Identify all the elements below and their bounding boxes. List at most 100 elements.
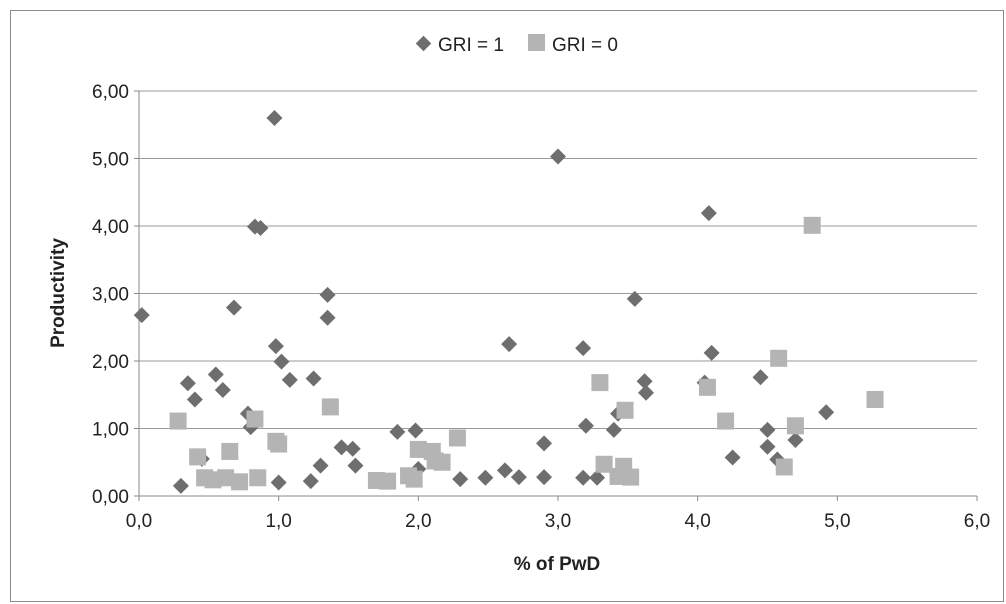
data-point-gri-0: [433, 453, 451, 471]
x-tick-label: 5,0: [824, 511, 850, 532]
y-axis-title: Productivity: [48, 238, 69, 348]
data-point-gri-1: [536, 435, 553, 452]
data-point-gri-1: [496, 462, 513, 479]
data-point-gri-1: [207, 366, 224, 383]
data-point-gri-1: [273, 353, 290, 370]
data-point-gri-0: [405, 470, 423, 488]
data-point-gri-1: [575, 469, 592, 486]
data-point-gri-1: [477, 469, 494, 486]
data-point-gri-1: [605, 421, 622, 438]
data-point-gri-1: [575, 340, 592, 357]
data-point-gri-1: [319, 309, 336, 326]
y-tick-label: 2,00: [92, 352, 129, 373]
data-point-gri-1: [344, 440, 361, 457]
y-tick-label: 1,00: [92, 420, 129, 441]
series-gri-0: [169, 216, 884, 491]
data-point-gri-1: [225, 299, 242, 316]
data-point-gri-0: [379, 472, 397, 490]
data-point-gri-0: [231, 473, 249, 491]
data-point-gri-1: [281, 371, 298, 388]
data-point-gri-1: [703, 344, 720, 361]
gridlines: [139, 90, 977, 429]
data-point-gri-0: [169, 412, 187, 430]
data-point-gri-1: [637, 384, 654, 401]
data-point-gri-0: [246, 410, 264, 428]
x-axis-ticks: 0,0 1,0 2,0 3,0 4,0 5,0 6,0: [126, 496, 990, 532]
data-point-gri-1: [510, 469, 527, 486]
data-point-gri-1: [700, 205, 717, 222]
x-tick-label: 1,0: [265, 511, 291, 532]
data-point-gri-1: [179, 375, 196, 392]
data-point-gri-1: [752, 369, 769, 386]
data-point-gri-1: [389, 423, 406, 440]
data-point-gri-1: [172, 477, 189, 494]
data-point-gri-1: [305, 370, 322, 387]
x-tick-label: 4,0: [684, 511, 710, 532]
data-point-gri-1: [787, 431, 804, 448]
data-point-gri-1: [759, 438, 776, 455]
data-point-gri-1: [267, 338, 284, 355]
y-tick-label: 4,00: [92, 217, 129, 238]
y-tick-label: 3,00: [92, 285, 129, 306]
data-point-gri-0: [221, 442, 239, 460]
data-point-gri-1: [536, 469, 553, 486]
data-point-gri-0: [786, 417, 804, 435]
data-point-gri-0: [249, 469, 267, 487]
data-point-gri-0: [866, 390, 884, 408]
data-point-gri-1: [577, 417, 594, 434]
y-tick-label: 6,00: [92, 82, 129, 103]
data-point-gri-1: [347, 457, 364, 474]
x-tick-label: 3,0: [545, 511, 571, 532]
legend-label-gri-1: GRI = 1: [438, 35, 504, 56]
data-point-gri-1: [501, 336, 518, 353]
data-point-gri-0: [189, 448, 207, 466]
data-point-gri-0: [448, 429, 466, 447]
y-tick-label: 5,00: [92, 150, 129, 171]
data-point-gri-0: [616, 401, 634, 419]
legend-marker-gri-0: [528, 34, 545, 51]
data-point-gri-0: [770, 349, 788, 367]
legend-label-gri-0: GRI = 0: [552, 35, 618, 56]
x-tick-label: 2,0: [405, 511, 431, 532]
data-point-gri-1: [266, 110, 283, 126]
data-point-gri-0: [270, 435, 288, 453]
legend: GRI = 1 GRI = 0: [415, 34, 618, 56]
legend-marker-gri-1: [415, 35, 432, 52]
chart-frame: [10, 10, 1004, 602]
data-point-gri-0: [595, 455, 613, 473]
data-point-gri-0: [217, 469, 235, 487]
data-point-gri-1: [214, 382, 231, 399]
data-point-gri-0: [698, 378, 716, 396]
y-axis-ticks: 0,00 1,00 2,00 3,00 4,00 5,00 6,00: [92, 82, 139, 508]
data-point-gri-0: [591, 374, 609, 392]
data-point-gri-1: [550, 148, 566, 165]
data-point-gri-0: [409, 440, 427, 458]
data-point-gri-1: [636, 373, 653, 390]
y-tick-label: 0,00: [92, 487, 129, 508]
data-point-gri-1: [333, 439, 350, 456]
data-point-gri-0: [775, 458, 793, 476]
data-point-gri-1: [589, 469, 606, 486]
data-point-gri-1: [818, 404, 835, 421]
data-point-gri-0: [717, 412, 735, 430]
data-point-gri-1: [724, 449, 741, 466]
x-tick-label: 0,0: [126, 511, 152, 532]
data-point-gri-1: [319, 286, 336, 303]
data-point-gri-1: [452, 471, 469, 488]
data-point-gri-1: [302, 473, 319, 490]
data-point-gri-1: [252, 220, 269, 237]
data-point-gri-1: [626, 290, 643, 307]
data-point-gri-0: [622, 468, 640, 486]
data-point-gri-1: [312, 457, 329, 474]
x-axis-title: % of PwD: [514, 554, 601, 575]
data-point-gri-1: [270, 474, 287, 491]
data-point-gri-1: [407, 422, 424, 439]
series-gri-1: [133, 110, 835, 494]
x-tick-label: 6,0: [964, 511, 990, 532]
data-point-gri-1: [133, 307, 150, 324]
data-point-gri-1: [759, 421, 776, 438]
data-point-gri-0: [321, 398, 339, 416]
data-point-gri-1: [186, 391, 203, 408]
data-point-gri-0: [803, 216, 821, 234]
